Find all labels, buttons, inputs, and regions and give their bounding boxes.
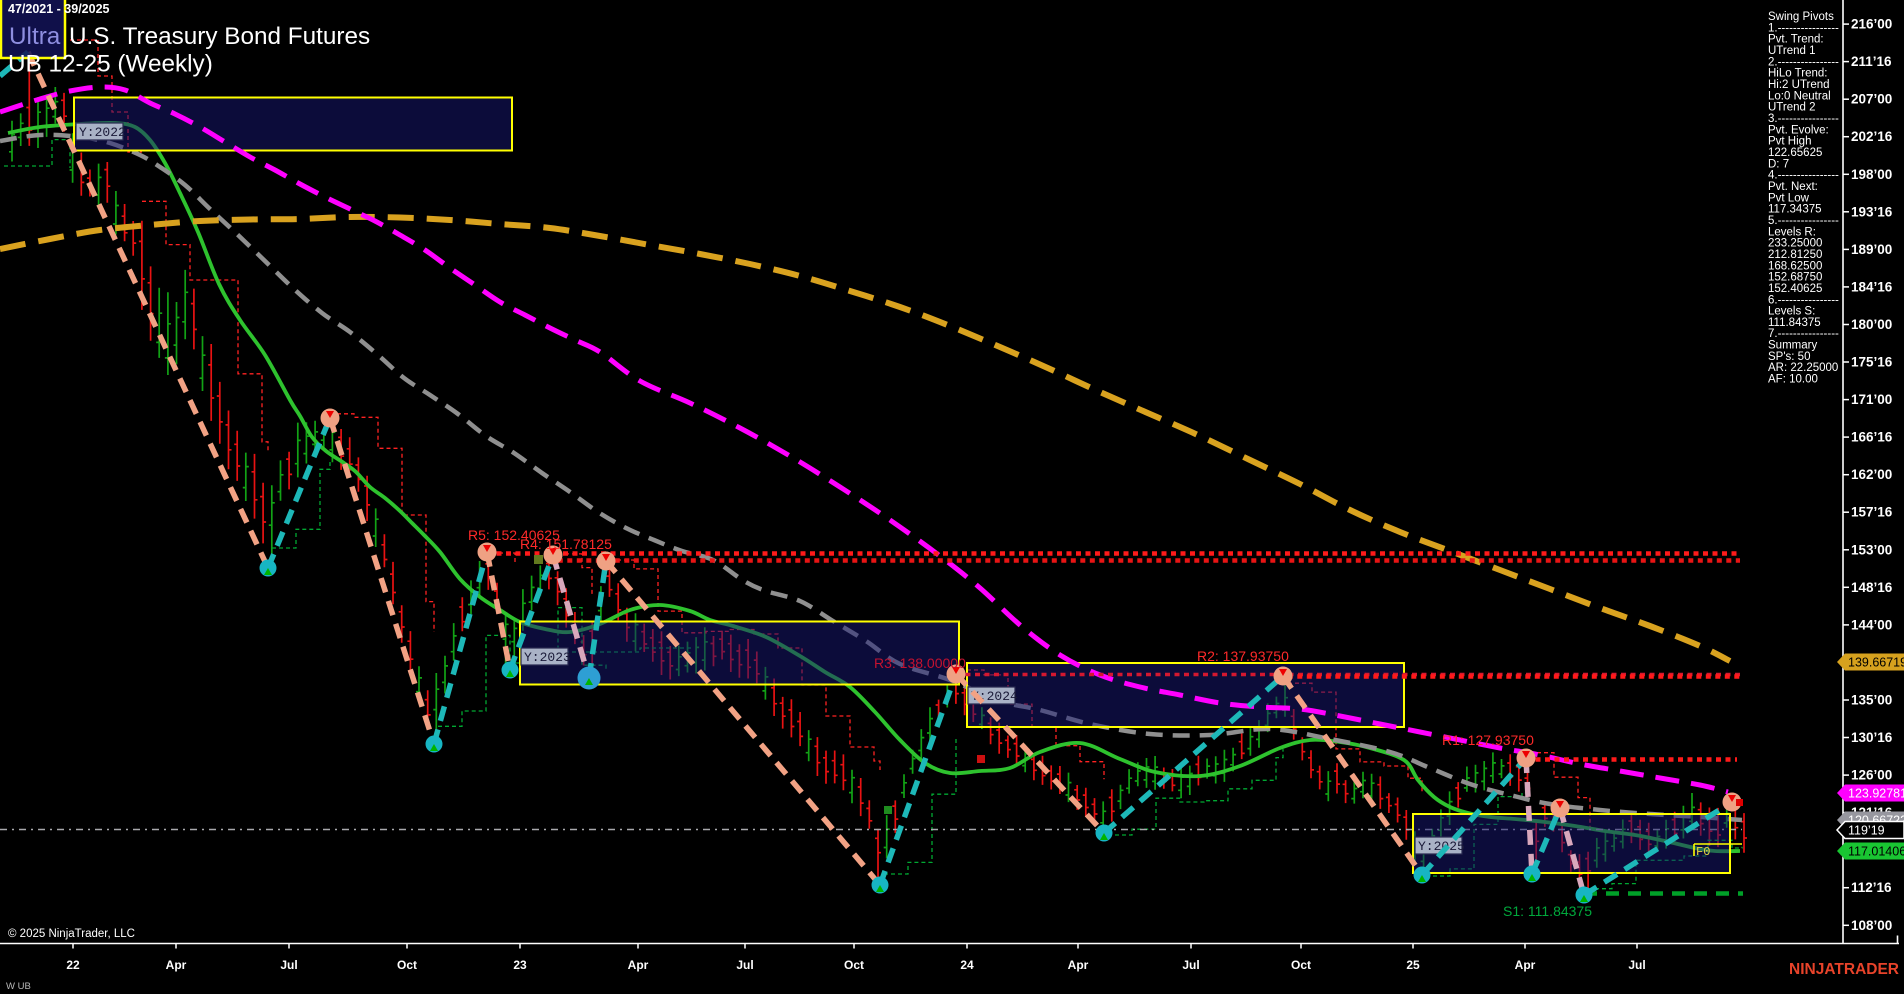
svg-text:139.66719: 139.66719 xyxy=(1848,656,1904,670)
svg-text:2.----------------: 2.---------------- xyxy=(1768,56,1839,68)
svg-text:117.34375: 117.34375 xyxy=(1768,204,1822,216)
svg-text:108’00: 108’00 xyxy=(1851,918,1892,933)
svg-text:U.S. Treasury Bond Futures: U.S. Treasury Bond Futures xyxy=(69,23,370,50)
svg-text:23: 23 xyxy=(513,958,527,972)
svg-text:Jul: Jul xyxy=(280,958,297,972)
svg-text:AF: 10.00: AF: 10.00 xyxy=(1768,374,1818,386)
svg-text:Y:2022: Y:2022 xyxy=(79,125,126,140)
svg-text:5.----------------: 5.---------------- xyxy=(1768,215,1839,227)
svg-text:168.62500: 168.62500 xyxy=(1768,260,1822,272)
svg-text:22: 22 xyxy=(66,958,80,972)
svg-text:HiLo Trend:: HiLo Trend: xyxy=(1768,68,1827,80)
svg-text:166’16: 166’16 xyxy=(1851,430,1893,445)
svg-text:24: 24 xyxy=(960,958,974,972)
svg-text:126’00: 126’00 xyxy=(1851,768,1892,783)
svg-text:233.25000: 233.25000 xyxy=(1768,238,1822,250)
svg-text:144’00: 144’00 xyxy=(1851,617,1892,632)
svg-text:Pvt Low: Pvt Low xyxy=(1768,192,1810,204)
svg-text:Apr: Apr xyxy=(1068,958,1089,972)
svg-text:148’16: 148’16 xyxy=(1851,580,1893,595)
svg-text:Levels S:: Levels S: xyxy=(1768,306,1815,318)
svg-text:© 2025 NinjaTrader, LLC: © 2025 NinjaTrader, LLC xyxy=(8,928,135,940)
svg-text:Oct: Oct xyxy=(1291,958,1311,972)
svg-text:W UB: W UB xyxy=(6,981,31,992)
svg-text:Oct: Oct xyxy=(844,958,864,972)
svg-text:D: 7: D: 7 xyxy=(1768,158,1789,170)
svg-text:202’16: 202’16 xyxy=(1851,129,1893,144)
svg-text:Hi:2 UTrend: Hi:2 UTrend xyxy=(1768,79,1830,91)
svg-text:Pvt High: Pvt High xyxy=(1768,136,1811,148)
svg-text:Swing Pivots: Swing Pivots xyxy=(1768,11,1834,23)
svg-text:184’16: 184’16 xyxy=(1851,279,1893,294)
svg-text:Jul: Jul xyxy=(1182,958,1199,972)
svg-text:211’16: 211’16 xyxy=(1851,54,1892,69)
svg-text:112’16: 112’16 xyxy=(1851,880,1892,895)
svg-text:189’00: 189’00 xyxy=(1851,242,1892,257)
svg-text:Lo:0 Neutral: Lo:0 Neutral xyxy=(1768,90,1831,102)
svg-text:3.----------------: 3.---------------- xyxy=(1768,113,1839,125)
svg-text:47/2021 - 39/2025: 47/2021 - 39/2025 xyxy=(8,2,110,16)
svg-text:Pvt. Next:: Pvt. Next: xyxy=(1768,181,1818,193)
svg-text:Pvt. Evolve:: Pvt. Evolve: xyxy=(1768,124,1829,136)
svg-text:R5: 152.40625: R5: 152.40625 xyxy=(468,527,560,543)
svg-text:180’00: 180’00 xyxy=(1851,317,1892,332)
svg-text:175’16: 175’16 xyxy=(1851,355,1893,370)
svg-text:UB 12-25 (Weekly): UB 12-25 (Weekly) xyxy=(8,51,213,78)
svg-text:R1: 127.93750: R1: 127.93750 xyxy=(1442,732,1534,748)
svg-text:198’00: 198’00 xyxy=(1851,167,1892,182)
svg-text:152.40625: 152.40625 xyxy=(1768,283,1822,295)
svg-text:119’19: 119’19 xyxy=(1848,824,1885,838)
svg-text:152.68750: 152.68750 xyxy=(1768,272,1822,284)
svg-text:Ultra: Ultra xyxy=(9,23,61,50)
svg-text:135’00: 135’00 xyxy=(1851,693,1892,708)
svg-text:122.65625: 122.65625 xyxy=(1768,147,1822,159)
svg-text:153’00: 153’00 xyxy=(1851,542,1892,557)
svg-text:R4: 151.78125: R4: 151.78125 xyxy=(520,536,612,552)
svg-text:Apr: Apr xyxy=(628,958,649,972)
svg-text:4.----------------: 4.---------------- xyxy=(1768,170,1839,182)
svg-text:130’16: 130’16 xyxy=(1851,730,1893,745)
svg-text:UTrend 2: UTrend 2 xyxy=(1768,102,1816,114)
svg-text:Apr: Apr xyxy=(1515,958,1536,972)
svg-text:193’16: 193’16 xyxy=(1851,204,1893,219)
svg-text:AR: 22.25000: AR: 22.25000 xyxy=(1768,362,1838,374)
svg-text:F0: F0 xyxy=(1696,845,1710,859)
svg-text:S1: 111.84375: S1: 111.84375 xyxy=(1503,903,1592,919)
svg-text:Oct: Oct xyxy=(397,958,417,972)
svg-text:Apr: Apr xyxy=(166,958,187,972)
svg-text:R3: 138.00000: R3: 138.00000 xyxy=(874,655,966,671)
svg-text:117.01406: 117.01406 xyxy=(1848,845,1904,859)
svg-text:NINJATRADER: NINJATRADER xyxy=(1789,961,1899,978)
svg-text:Y:2023: Y:2023 xyxy=(524,650,571,665)
svg-text:25: 25 xyxy=(1406,958,1420,972)
svg-text:157’16: 157’16 xyxy=(1851,505,1893,520)
svg-text:123.92781: 123.92781 xyxy=(1848,787,1904,801)
svg-text:7.----------------: 7.---------------- xyxy=(1768,328,1839,340)
svg-text:Pvt. Trend:: Pvt. Trend: xyxy=(1768,34,1824,46)
svg-text:Jul: Jul xyxy=(736,958,753,972)
svg-text:SP's: 50: SP's: 50 xyxy=(1768,351,1810,363)
svg-text:212.81250: 212.81250 xyxy=(1768,249,1822,261)
svg-text:162’00: 162’00 xyxy=(1851,467,1892,482)
svg-text:207’00: 207’00 xyxy=(1851,92,1892,107)
svg-text:171’00: 171’00 xyxy=(1851,392,1892,407)
svg-text:216’00: 216’00 xyxy=(1851,17,1892,32)
svg-text:Summary: Summary xyxy=(1768,340,1817,352)
svg-text:UTrend 1: UTrend 1 xyxy=(1768,45,1816,57)
svg-text:111.84375: 111.84375 xyxy=(1768,317,1821,329)
svg-text:Levels R:: Levels R: xyxy=(1768,226,1816,238)
svg-text:Jul: Jul xyxy=(1628,958,1645,972)
svg-text:R2: 137.93750: R2: 137.93750 xyxy=(1197,648,1289,664)
svg-text:Y:2025: Y:2025 xyxy=(1418,839,1465,854)
svg-text:6.----------------: 6.---------------- xyxy=(1768,294,1839,306)
svg-text:1.----------------: 1.---------------- xyxy=(1768,22,1839,34)
